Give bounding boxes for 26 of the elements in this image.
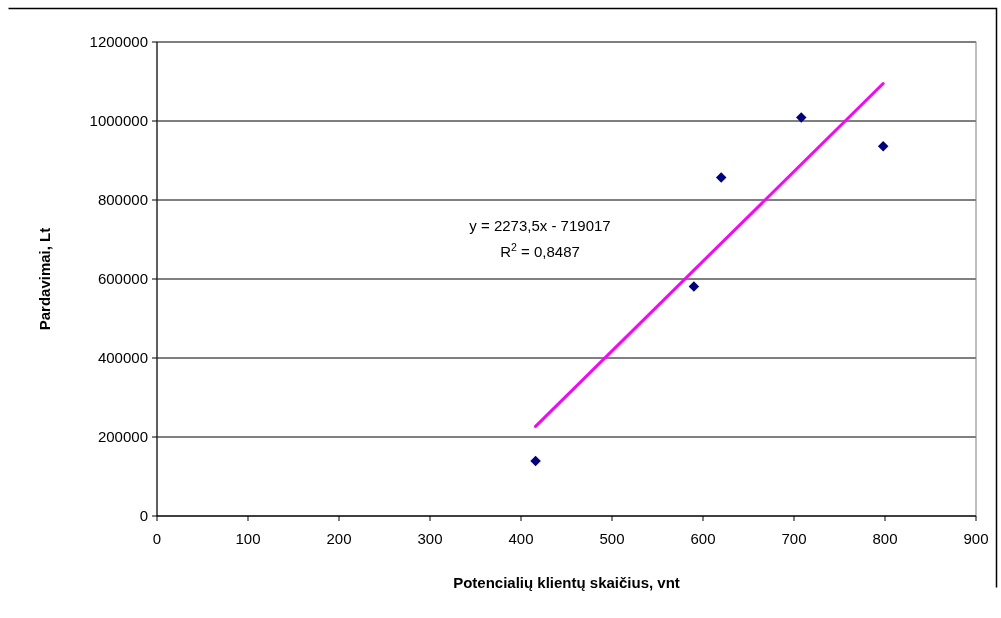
point bbox=[877, 141, 889, 152]
x-tick-label: 900 bbox=[963, 530, 989, 547]
x-tick-label: 700 bbox=[781, 530, 807, 547]
point bbox=[530, 455, 541, 467]
x-tick-label: 400 bbox=[508, 530, 534, 547]
annotation: R$^{2}$ = 0,8487 bbox=[500, 241, 580, 260]
annotation: y = 2273,5x - 719017 bbox=[469, 217, 611, 234]
x-tick-label: 300 bbox=[417, 530, 443, 547]
x-tick-label: 500 bbox=[599, 530, 625, 547]
x-tick-label: 800 bbox=[872, 530, 898, 547]
y-tick-label: 800000 bbox=[97, 191, 148, 209]
x-tick-label: 0 bbox=[152, 530, 162, 547]
y-axis-title: Pardavimai, Lt bbox=[36, 227, 53, 331]
y-tick-label: 1000000 bbox=[89, 112, 148, 130]
x-axis-title: Potencialių klientų skaičius, vnt bbox=[453, 574, 680, 591]
y-tick-label: 0 bbox=[139, 507, 148, 525]
y-tick-label: 200000 bbox=[97, 428, 148, 446]
point bbox=[688, 281, 700, 292]
y-tick-label: 1200000 bbox=[89, 33, 148, 51]
x-tick-label: 100 bbox=[235, 530, 261, 547]
point bbox=[796, 112, 807, 123]
x-tick-label: 600 bbox=[690, 530, 716, 547]
y-tick-label: 600000 bbox=[97, 270, 148, 288]
y-tick-label: 400000 bbox=[97, 349, 148, 367]
x-tick-label: 200 bbox=[326, 530, 352, 547]
point bbox=[715, 172, 727, 183]
